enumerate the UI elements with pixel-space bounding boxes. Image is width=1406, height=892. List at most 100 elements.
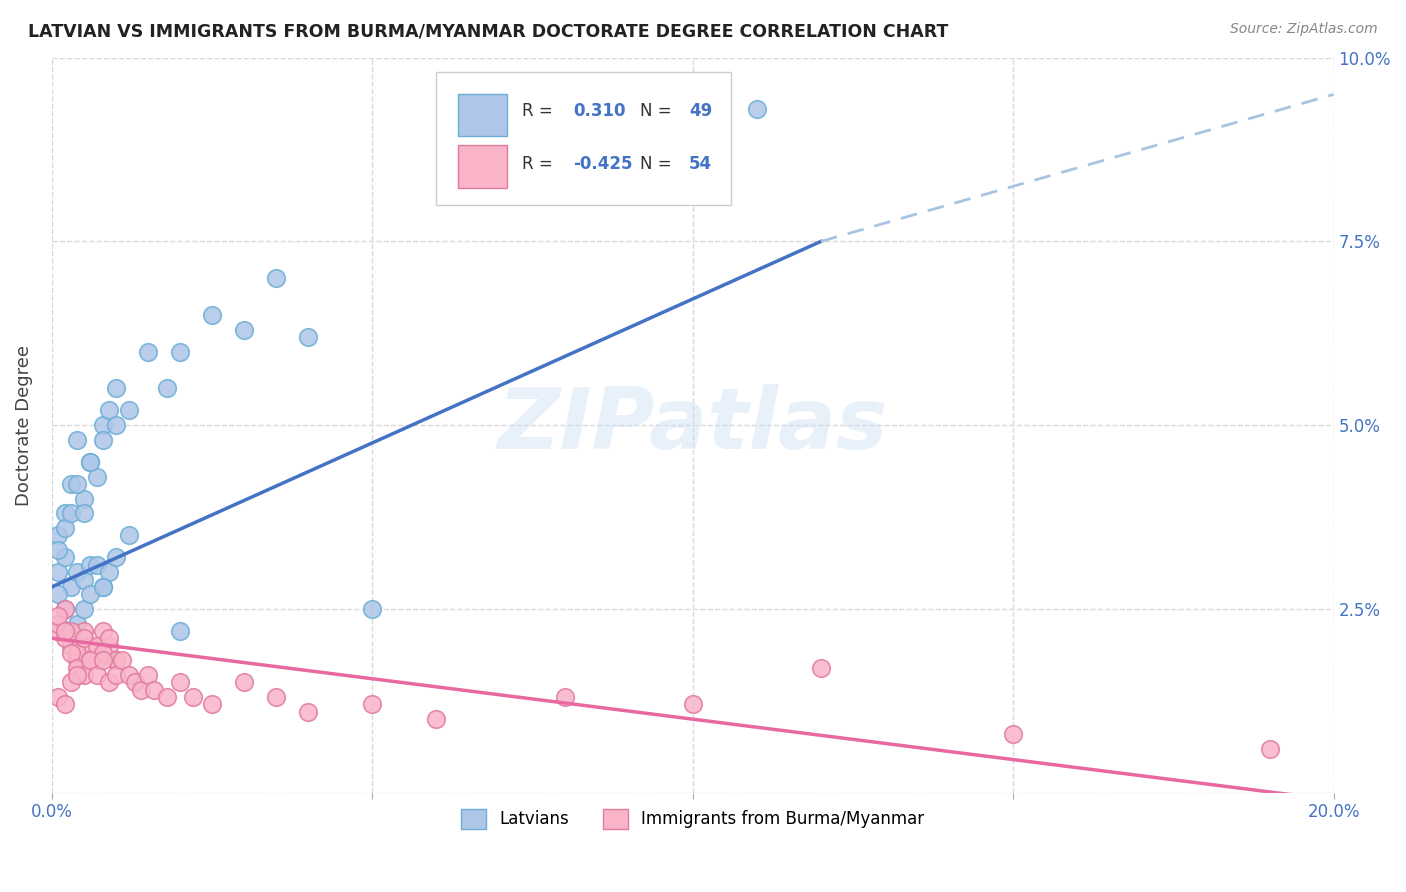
Point	[201, 698, 224, 712]
Point	[59, 675, 82, 690]
Point	[86, 469, 108, 483]
Point	[156, 690, 179, 705]
Point	[86, 558, 108, 572]
Point	[98, 675, 121, 690]
Point	[91, 624, 114, 638]
Point	[86, 653, 108, 667]
Point	[104, 653, 127, 667]
Text: ZIPatlas: ZIPatlas	[498, 384, 887, 467]
Point	[98, 632, 121, 646]
Point	[201, 308, 224, 322]
Point	[46, 565, 69, 579]
Point	[131, 682, 153, 697]
Point	[59, 580, 82, 594]
Point	[1258, 741, 1281, 756]
Point	[233, 675, 256, 690]
Point	[297, 330, 319, 344]
Point	[46, 609, 69, 624]
Point	[361, 698, 384, 712]
Point	[59, 507, 82, 521]
Text: 54: 54	[689, 155, 711, 173]
Point	[104, 550, 127, 565]
Point	[124, 675, 146, 690]
Point	[181, 690, 204, 705]
Text: 49: 49	[689, 103, 711, 120]
Point	[79, 455, 101, 469]
Point	[111, 653, 134, 667]
Point	[59, 624, 82, 638]
Point	[169, 344, 191, 359]
Text: R =: R =	[522, 103, 558, 120]
Point	[143, 682, 166, 697]
Point	[66, 477, 89, 491]
Point	[745, 102, 768, 116]
Point	[59, 477, 82, 491]
Point	[682, 698, 704, 712]
Point	[136, 344, 159, 359]
Point	[104, 653, 127, 667]
Text: N =: N =	[640, 155, 678, 173]
Point	[66, 433, 89, 447]
Point	[53, 507, 76, 521]
Point	[59, 639, 82, 653]
Point	[53, 550, 76, 565]
Point	[86, 668, 108, 682]
Point	[79, 455, 101, 469]
Point	[79, 587, 101, 601]
Point	[79, 653, 101, 667]
Point	[169, 624, 191, 638]
Point	[79, 653, 101, 667]
Point	[98, 565, 121, 579]
Point	[104, 418, 127, 433]
Point	[425, 712, 447, 726]
Point	[66, 565, 89, 579]
Point	[118, 668, 141, 682]
Text: 0.310: 0.310	[574, 103, 626, 120]
Point	[73, 602, 96, 616]
Y-axis label: Doctorate Degree: Doctorate Degree	[15, 344, 32, 506]
Point	[66, 646, 89, 660]
Point	[73, 491, 96, 506]
Point	[66, 668, 89, 682]
FancyBboxPatch shape	[436, 72, 731, 204]
Point	[53, 632, 76, 646]
Point	[91, 580, 114, 594]
Point	[66, 653, 89, 667]
Legend: Latvians, Immigrants from Burma/Myanmar: Latvians, Immigrants from Burma/Myanmar	[454, 802, 931, 836]
Point	[73, 507, 96, 521]
Point	[91, 580, 114, 594]
Point	[489, 183, 512, 197]
Text: N =: N =	[640, 103, 678, 120]
Bar	[458, 145, 506, 188]
Point	[118, 528, 141, 542]
Point	[73, 668, 96, 682]
Point	[59, 624, 82, 638]
Point	[233, 323, 256, 337]
Point	[53, 521, 76, 535]
Point	[59, 646, 82, 660]
Point	[66, 616, 89, 631]
Point	[46, 587, 69, 601]
Point	[73, 573, 96, 587]
Point	[53, 602, 76, 616]
Point	[53, 698, 76, 712]
Point	[46, 624, 69, 638]
Point	[91, 433, 114, 447]
Point	[86, 639, 108, 653]
Point	[73, 624, 96, 638]
Point	[104, 381, 127, 395]
Point	[79, 558, 101, 572]
Point	[553, 690, 575, 705]
Point	[53, 602, 76, 616]
Point	[297, 705, 319, 719]
Point	[53, 624, 76, 638]
Point	[98, 403, 121, 417]
Bar	[458, 94, 506, 136]
Point	[91, 653, 114, 667]
Point	[66, 661, 89, 675]
Point	[46, 616, 69, 631]
Point	[104, 668, 127, 682]
Text: R =: R =	[522, 155, 558, 173]
Point	[1002, 727, 1025, 741]
Point	[264, 271, 287, 285]
